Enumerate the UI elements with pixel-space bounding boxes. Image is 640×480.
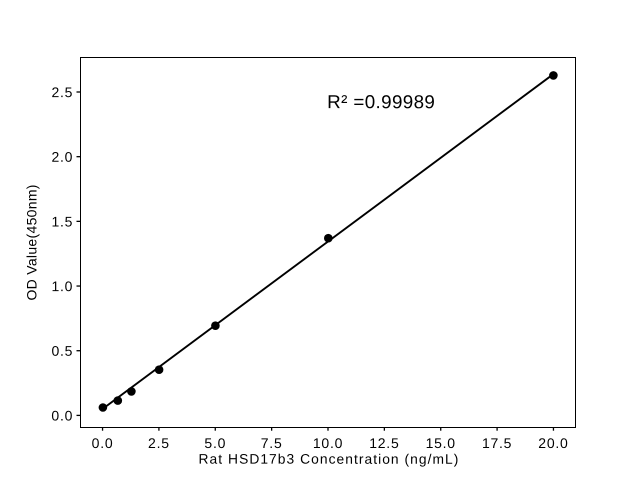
svg-text:17.5: 17.5 [482,435,512,451]
svg-text:0.5: 0.5 [51,343,73,359]
svg-text:2.0: 2.0 [52,149,74,165]
svg-text:R² =0.99989: R² =0.99989 [327,91,435,112]
svg-text:10.0: 10.0 [313,435,343,451]
svg-text:0.0: 0.0 [92,435,114,451]
svg-text:OD Value(450nm): OD Value(450nm) [24,184,40,300]
svg-text:2.5: 2.5 [52,84,74,100]
svg-text:1.0: 1.0 [51,278,73,294]
svg-text:0.0: 0.0 [51,407,73,423]
svg-text:20.0: 20.0 [538,435,568,451]
svg-text:5.0: 5.0 [204,435,226,451]
svg-text:7.5: 7.5 [261,435,283,451]
svg-text:12.5: 12.5 [369,435,399,451]
svg-text:Rat HSD17b3 Concentration (ng/: Rat HSD17b3 Concentration (ng/mL) [199,452,460,467]
svg-text:1.5: 1.5 [51,213,73,229]
svg-text:15.0: 15.0 [426,435,456,451]
svg-text:2.5: 2.5 [148,435,170,451]
